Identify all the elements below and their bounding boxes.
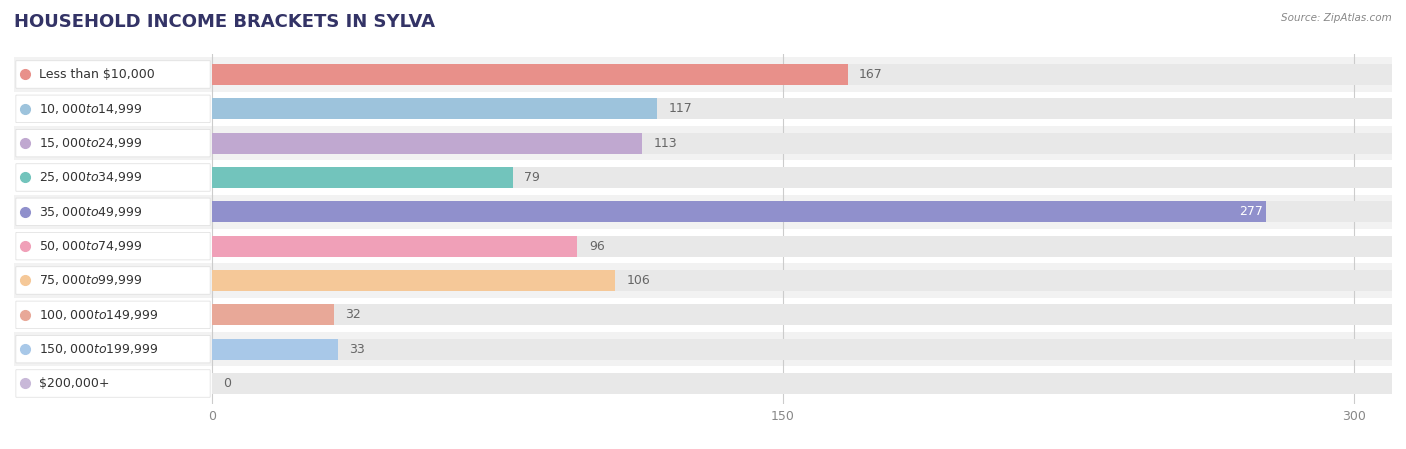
Bar	[14, 298, 1392, 332]
Bar	[14, 92, 1392, 126]
FancyBboxPatch shape	[15, 370, 209, 397]
FancyBboxPatch shape	[15, 301, 209, 329]
Text: $75,000 to $99,999: $75,000 to $99,999	[39, 273, 142, 287]
Bar	[14, 229, 1392, 263]
Text: $25,000 to $34,999: $25,000 to $34,999	[39, 171, 142, 185]
FancyBboxPatch shape	[15, 61, 209, 88]
Text: $50,000 to $74,999: $50,000 to $74,999	[39, 239, 142, 253]
Bar	[212, 132, 643, 154]
Text: $150,000 to $199,999: $150,000 to $199,999	[39, 342, 159, 356]
Bar	[212, 270, 1392, 291]
Text: $15,000 to $24,999: $15,000 to $24,999	[39, 136, 142, 150]
Bar	[212, 167, 513, 188]
Text: 167: 167	[859, 68, 883, 81]
Bar	[212, 304, 333, 326]
Bar	[212, 236, 1392, 257]
Text: 32: 32	[346, 308, 361, 321]
Text: $35,000 to $49,999: $35,000 to $49,999	[39, 205, 142, 219]
Text: 106: 106	[627, 274, 651, 287]
Text: 96: 96	[589, 240, 605, 253]
FancyBboxPatch shape	[15, 129, 209, 157]
Bar	[14, 332, 1392, 366]
Bar	[14, 195, 1392, 229]
FancyBboxPatch shape	[15, 164, 209, 191]
Bar	[212, 201, 1267, 222]
Text: 0: 0	[224, 377, 232, 390]
Bar	[212, 98, 658, 119]
FancyBboxPatch shape	[15, 233, 209, 260]
Bar	[14, 57, 1392, 92]
Text: 33: 33	[349, 343, 364, 356]
Text: 277: 277	[1239, 205, 1263, 218]
Bar	[212, 304, 1392, 326]
Text: $10,000 to $14,999: $10,000 to $14,999	[39, 102, 142, 116]
Text: Source: ZipAtlas.com: Source: ZipAtlas.com	[1281, 13, 1392, 23]
FancyBboxPatch shape	[15, 267, 209, 294]
Bar	[14, 263, 1392, 298]
Bar	[212, 167, 1392, 188]
Text: 117: 117	[669, 102, 693, 115]
Bar	[212, 64, 1392, 85]
Bar	[14, 160, 1392, 195]
FancyBboxPatch shape	[15, 95, 209, 123]
Bar	[212, 98, 1392, 119]
Text: $100,000 to $149,999: $100,000 to $149,999	[39, 308, 159, 322]
FancyBboxPatch shape	[15, 198, 209, 225]
Bar	[212, 339, 337, 360]
FancyBboxPatch shape	[15, 335, 209, 363]
Bar	[14, 366, 1392, 401]
Text: 79: 79	[524, 171, 540, 184]
Bar	[212, 339, 1392, 360]
Bar	[212, 373, 1392, 394]
Bar	[212, 201, 1392, 222]
Text: $200,000+: $200,000+	[39, 377, 110, 390]
Bar	[212, 132, 1392, 154]
Text: 113: 113	[654, 136, 678, 150]
Text: Less than $10,000: Less than $10,000	[39, 68, 155, 81]
Text: HOUSEHOLD INCOME BRACKETS IN SYLVA: HOUSEHOLD INCOME BRACKETS IN SYLVA	[14, 13, 434, 31]
Bar	[212, 270, 616, 291]
Bar	[212, 64, 848, 85]
Bar	[14, 126, 1392, 160]
Bar	[212, 236, 578, 257]
